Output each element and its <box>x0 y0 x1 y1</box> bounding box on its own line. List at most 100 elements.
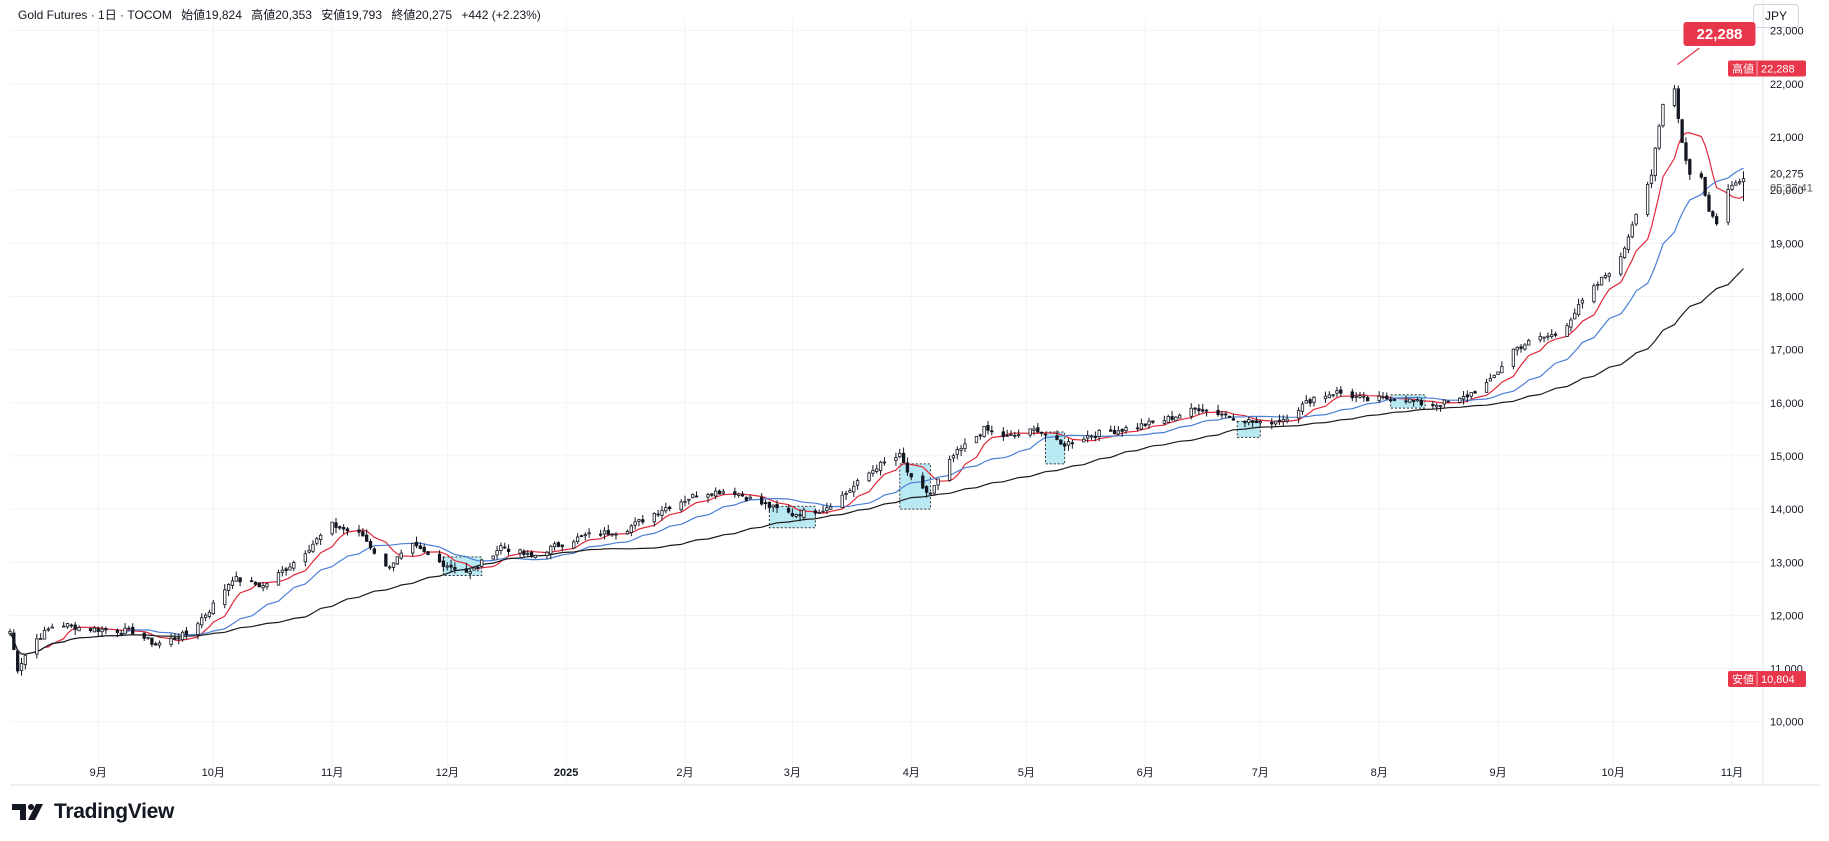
candle-body <box>1592 285 1596 303</box>
candle-body <box>790 513 795 517</box>
candle-body <box>664 507 668 512</box>
candle-body <box>46 628 50 631</box>
candle-body <box>1354 395 1358 398</box>
candle-body <box>418 545 423 549</box>
candle-body <box>763 502 768 504</box>
candle-body <box>633 521 637 526</box>
candle-body <box>100 628 104 633</box>
candle-body <box>533 554 538 558</box>
candle-body <box>959 448 963 451</box>
candle-body <box>1143 423 1147 427</box>
candle-body <box>974 435 979 444</box>
candle-body <box>1381 396 1385 399</box>
candle-body <box>203 614 208 618</box>
candle-body <box>303 553 307 563</box>
x-tick-label: 9月 <box>1489 767 1506 779</box>
candle-body <box>924 486 929 493</box>
candle-body <box>1350 391 1354 399</box>
candle-body <box>414 541 419 547</box>
candle-body <box>150 637 154 645</box>
candle-body <box>506 548 511 552</box>
candle-body <box>1734 182 1738 186</box>
candle-body <box>1488 378 1493 382</box>
y-tick-label: 10,000 <box>1770 717 1804 729</box>
candle-body <box>226 584 231 591</box>
time-axis[interactable]: 9月 10月 11月 12月 2025 2月 3月 4月 5月 6月 7月 8月 9月 10月 11月 <box>90 767 1744 779</box>
currency-button[interactable]: JPY <box>1753 4 1799 28</box>
high-label: 高値 <box>251 8 276 22</box>
candle-body <box>499 545 503 552</box>
candle-body <box>1622 247 1627 259</box>
candle-body <box>932 485 936 494</box>
x-tick-label: 2025 <box>554 767 578 779</box>
candle-body <box>1162 420 1167 424</box>
candle-body <box>1120 429 1124 432</box>
close-label: 終値 <box>391 8 416 22</box>
candle-body <box>96 627 100 632</box>
candle-body <box>464 568 469 573</box>
candle-body <box>1707 194 1711 212</box>
high-value: 20,353 <box>275 8 312 22</box>
price-axis[interactable]: 10,00011,00012,00013,00014,00015,00016,0… <box>1770 26 1804 729</box>
candle-body <box>223 589 227 606</box>
candle-body <box>169 637 173 645</box>
candle-body <box>721 491 725 494</box>
candle-body <box>1247 419 1251 423</box>
candle-body <box>656 513 660 516</box>
candle-body <box>388 566 392 569</box>
candle-body <box>848 490 852 493</box>
candle-body <box>733 491 737 496</box>
candle-body <box>1461 396 1466 400</box>
candle-body <box>238 577 242 583</box>
candle-body <box>1300 403 1305 412</box>
y-tick-label: 17,000 <box>1770 345 1804 357</box>
x-tick-label: 11月 <box>321 767 343 779</box>
candle-body <box>1469 392 1473 397</box>
symbol-title: Gold Futures · 1日 · TOCOM <box>18 8 172 22</box>
candle-body <box>1112 429 1117 435</box>
price-markers: 高値 22,288 安値 10,804 20,275 05:37:41 22,288 <box>1677 22 1813 687</box>
candle-body <box>115 629 120 633</box>
price-chart[interactable]: 10,00011,00012,00013,00014,00015,00016,0… <box>0 0 1829 795</box>
candle-body <box>1392 399 1397 401</box>
candle-body <box>1366 397 1370 402</box>
candle-body <box>1086 435 1090 439</box>
low-badge-label: 安値 <box>1732 672 1754 686</box>
open-label: 始値 <box>181 8 206 22</box>
candle-body <box>522 550 526 555</box>
candle-body <box>315 538 319 544</box>
tradingview-logo-icon <box>12 804 43 820</box>
candle-body <box>1216 409 1220 416</box>
candle-body <box>395 556 399 565</box>
candle-body <box>437 553 442 563</box>
candle-body <box>1738 181 1742 184</box>
x-tick-label: 9月 <box>90 767 107 779</box>
candle-body <box>936 478 940 486</box>
candle-body <box>288 566 292 571</box>
candle-body <box>1193 407 1197 410</box>
candle-body <box>1285 418 1289 422</box>
candle-body <box>1573 312 1577 320</box>
candle-body <box>261 585 265 589</box>
candle-body <box>1438 405 1443 408</box>
candle-body <box>1066 441 1071 446</box>
candle-body <box>1730 185 1734 190</box>
candle-body <box>476 566 480 569</box>
candle-body <box>867 472 871 482</box>
x-tick-label: 10月 <box>1601 767 1624 779</box>
candle-body <box>345 528 350 532</box>
candle-body <box>786 507 791 513</box>
candle-body <box>882 461 887 464</box>
candle-body <box>284 568 288 571</box>
candle-body <box>131 626 135 635</box>
tradingview-logo[interactable]: TradingView <box>12 800 174 824</box>
candle-body <box>1699 173 1703 178</box>
candle-body <box>1254 420 1259 424</box>
candle-body <box>1036 427 1040 433</box>
candle-body <box>1473 391 1477 394</box>
candle-body <box>829 506 833 510</box>
candle-body <box>1327 394 1331 399</box>
candle-body <box>426 551 430 555</box>
candle-body <box>1500 366 1504 374</box>
candle-body <box>292 562 296 569</box>
